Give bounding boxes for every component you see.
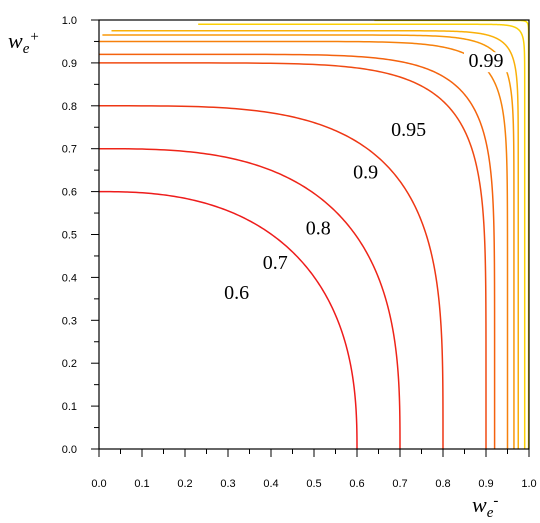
axis-ticks (91, 19, 530, 457)
y-axis-label-main: w (8, 28, 23, 53)
contour-label: 0.8 (306, 218, 331, 240)
x-axis-label-superscript: - (493, 493, 498, 509)
y-tick-label: 0.7 (62, 144, 77, 156)
contour-label-bg (348, 163, 383, 184)
x-tick-label: 0.3 (220, 478, 235, 490)
contour-line-5 (99, 40, 509, 449)
y-tick-label: 0.5 (62, 230, 77, 242)
contour-label: 0.9 (353, 162, 378, 184)
tick-labels: 0.0 0.1 0.2 0.3 0.4 0.5 0.6 0.7 0.8 0.9 1.0 0.0 0.1 0… (62, 15, 537, 490)
contour-label-bg (219, 283, 254, 304)
x-tick-label: 0.6 (349, 478, 364, 490)
x-axis-label-subscript: e (487, 505, 494, 521)
contour-label-bg (386, 120, 431, 141)
contour-label: 0.95 (391, 119, 426, 141)
contour-line-7 (111, 29, 519, 449)
y-axis-label: we+ (8, 28, 39, 57)
contour-label-bg (301, 219, 336, 240)
contour-label: 0.99 (469, 50, 504, 72)
contour-line-3 (98, 62, 487, 450)
x-axis-label: we- (472, 492, 498, 521)
contour-line-6 (102, 34, 515, 449)
x-tick-label: 0.5 (306, 478, 321, 490)
contour-labels: 0.6 0.7 0.8 0.9 0.95 0.99 (219, 50, 508, 304)
y-tick-label: 0.8 (62, 101, 77, 113)
x-tick-label: 0.2 (177, 478, 192, 490)
x-tick-label: 0.7 (392, 478, 407, 490)
y-tick-label: 0.9 (62, 58, 77, 70)
y-tick-label: 0.4 (62, 272, 77, 284)
contour-label: 0.6 (224, 282, 249, 304)
x-tick-label: 1.0 (521, 478, 536, 490)
y-tick-label: 0.0 (62, 444, 77, 456)
contour-line-1 (98, 147, 401, 450)
contour-line-9 (374, 19, 530, 449)
y-tick-label: 0.2 (62, 358, 77, 370)
x-axis-label-main: w (472, 492, 487, 517)
contour-line-2 (98, 105, 444, 450)
x-tick-label: 0.1 (134, 478, 149, 490)
contour-line-8 (198, 23, 526, 449)
x-tick-label: 0.8 (435, 478, 450, 490)
x-tick-label: 0.0 (91, 478, 106, 490)
contour-line-0 (98, 190, 358, 450)
contour-label: 0.7 (263, 252, 288, 274)
y-tick-label: 1.0 (62, 15, 77, 27)
y-tick-label: 0.3 (62, 315, 77, 327)
y-axis-label-subscript: e (23, 41, 30, 57)
contour-label-bg (258, 253, 293, 274)
y-tick-label: 0.1 (62, 401, 77, 413)
contour-label-bg (464, 52, 508, 73)
x-tick-label: 0.9 (478, 478, 493, 490)
y-tick-label: 0.6 (62, 187, 77, 199)
contour-line-4 (99, 53, 496, 450)
x-tick-label: 0.4 (263, 478, 278, 490)
y-axis-label-superscript: + (29, 29, 39, 45)
